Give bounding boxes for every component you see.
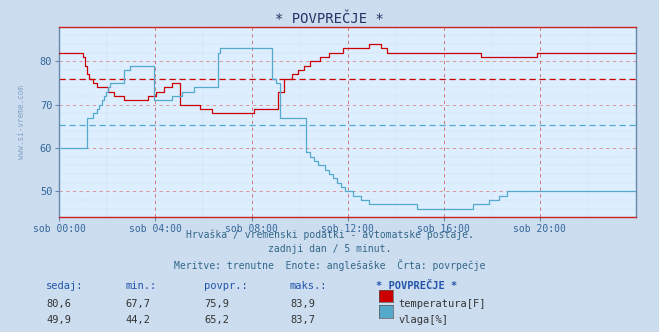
Text: 80,6: 80,6 (46, 299, 71, 309)
Text: maks.:: maks.: (290, 281, 328, 290)
Text: 65,2: 65,2 (204, 315, 229, 325)
Text: temperatura[F]: temperatura[F] (399, 299, 486, 309)
Text: * POVPREČJE *: * POVPREČJE * (376, 281, 457, 290)
Text: * POVPREČJE *: * POVPREČJE * (275, 12, 384, 26)
Text: 44,2: 44,2 (125, 315, 150, 325)
Text: Hrvaška / vremenski podatki - avtomatske postaje.: Hrvaška / vremenski podatki - avtomatske… (186, 229, 473, 240)
Text: Meritve: trenutne  Enote: anglešaške  Črta: povrpečje: Meritve: trenutne Enote: anglešaške Črta… (174, 259, 485, 271)
Text: min.:: min.: (125, 281, 156, 290)
Text: 67,7: 67,7 (125, 299, 150, 309)
Text: zadnji dan / 5 minut.: zadnji dan / 5 minut. (268, 244, 391, 254)
Text: vlaga[%]: vlaga[%] (399, 315, 449, 325)
Text: povpr.:: povpr.: (204, 281, 248, 290)
Text: sedaj:: sedaj: (46, 281, 84, 290)
Text: 49,9: 49,9 (46, 315, 71, 325)
Text: 83,9: 83,9 (290, 299, 315, 309)
Text: www.si-vreme.com: www.si-vreme.com (17, 85, 26, 159)
Text: 75,9: 75,9 (204, 299, 229, 309)
Text: 83,7: 83,7 (290, 315, 315, 325)
